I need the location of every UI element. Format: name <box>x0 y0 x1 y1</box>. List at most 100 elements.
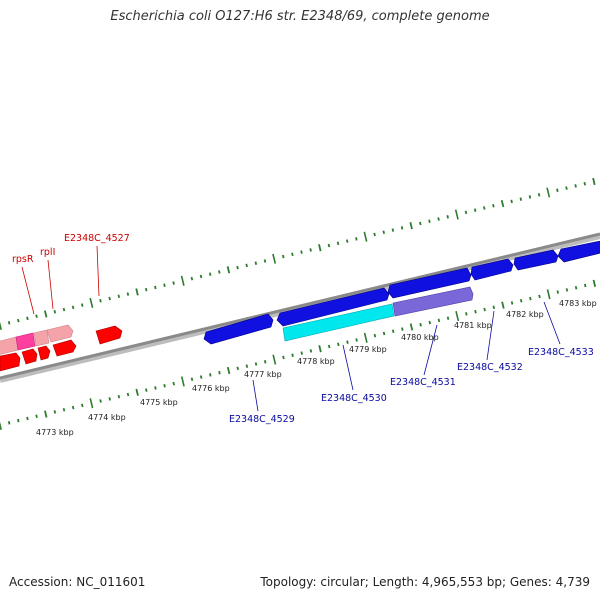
outer-tick <box>62 307 66 312</box>
gene-blue-2[interactable] <box>276 287 390 327</box>
outer-tick <box>26 316 29 321</box>
gene-blue-1[interactable] <box>203 313 274 345</box>
gene-cyan[interactable] <box>282 303 395 342</box>
label-E2348C_4531[interactable]: E2348C_4531 <box>390 377 456 388</box>
scale-label-4773: 4773 kbp <box>36 428 74 437</box>
scale-label-4774: 4774 kbp <box>88 413 126 422</box>
gene-red-1[interactable] <box>0 352 21 372</box>
inner-tick <box>337 342 340 347</box>
outer-tick <box>428 219 431 223</box>
inner-tick <box>282 355 285 360</box>
outer-tick <box>154 285 157 290</box>
outer-tick <box>226 266 231 274</box>
label-E2348C_4533[interactable]: E2348C_4533 <box>528 347 594 358</box>
outer-tick <box>373 232 376 237</box>
inner-tick <box>355 338 358 342</box>
inner-tick <box>99 399 102 403</box>
gene-red-4[interactable] <box>52 339 77 357</box>
inner-tick <box>0 421 2 431</box>
outer-tick <box>355 237 358 241</box>
outer-tick <box>382 230 386 235</box>
blue-gene-cluster[interactable] <box>203 240 600 345</box>
leader-E2348C_4533 <box>543 301 561 345</box>
leader-E2348C_4527 <box>96 245 100 297</box>
inner-tick <box>226 366 231 375</box>
outer-tick <box>7 321 11 325</box>
gene-blue-5[interactable] <box>513 249 559 271</box>
outer-tick <box>35 314 38 318</box>
outer-tick <box>409 222 413 230</box>
gene-E2348C_4527[interactable] <box>95 325 123 345</box>
blue-gene-labels: E2348C_4529 E2348C_4530 E2348C_4531 E234… <box>229 301 594 425</box>
inner-tick <box>583 283 587 288</box>
inner-tick <box>263 360 267 364</box>
outer-tick <box>464 210 468 215</box>
label-E2348C_4532[interactable]: E2348C_4532 <box>457 362 523 373</box>
map-title: Escherichia coli O127:H6 str. E2348/69, … <box>110 9 490 24</box>
outer-tick <box>318 244 322 252</box>
inner-tick <box>483 307 486 312</box>
inner-tick <box>81 403 84 408</box>
label-E2348C_4527[interactable]: E2348C_4527 <box>64 233 130 244</box>
outer-tick <box>208 272 212 276</box>
inner-tick <box>574 285 578 290</box>
scale-label-4775: 4775 kbp <box>140 398 178 407</box>
gene-rpsR[interactable] <box>15 332 36 351</box>
outer-tick <box>483 206 486 210</box>
outer-tick <box>391 228 395 232</box>
label-E2348C_4529[interactable]: E2348C_4529 <box>229 414 295 425</box>
gene-blue-6[interactable] <box>557 240 600 263</box>
gene-red-3[interactable] <box>37 345 51 361</box>
outer-tick <box>400 226 404 230</box>
outer-tick <box>272 253 277 264</box>
inner-tick <box>419 322 422 327</box>
inner-tick <box>327 344 331 349</box>
inner-tick <box>529 296 532 301</box>
inner-tick <box>382 331 386 336</box>
outer-tick <box>291 252 294 257</box>
gene-red-2[interactable] <box>21 348 38 365</box>
outer-tick <box>528 195 532 199</box>
outer-tick <box>546 187 551 198</box>
outer-tick <box>71 305 75 310</box>
outer-tick <box>43 310 48 318</box>
gene-pink-1[interactable] <box>0 336 19 355</box>
outer-tick <box>126 292 130 296</box>
outer-tick <box>363 231 368 242</box>
inner-tick <box>592 279 597 287</box>
scale-labels: 4773 kbp 4774 kbp 4775 kbp 4776 kbp 4777 kbp… <box>36 299 597 437</box>
left-gene-cluster[interactable] <box>0 324 123 372</box>
inner-tick <box>546 289 551 300</box>
gene-lavender[interactable] <box>392 286 474 317</box>
gene-rplI[interactable] <box>33 329 50 347</box>
outer-tick <box>510 199 513 204</box>
inner-tick <box>300 351 303 355</box>
outer-tick <box>180 275 185 286</box>
inner-tick <box>117 394 121 399</box>
outer-tick <box>345 239 349 243</box>
gene-blue-3[interactable] <box>387 267 472 299</box>
inner-tick <box>209 373 212 377</box>
outer-tick <box>519 197 523 201</box>
backbone-line <box>0 232 600 380</box>
outer-tick <box>537 192 541 197</box>
inner-tick <box>291 353 294 358</box>
outer-tick <box>300 250 303 254</box>
inner-tick <box>35 414 38 419</box>
gene-rplI-2[interactable] <box>46 324 74 343</box>
label-rplI[interactable]: rplI <box>40 247 55 258</box>
outer-tick <box>199 274 203 279</box>
genome-summary-text: Topology: circular; Length: 4,965,553 bp… <box>260 575 590 589</box>
outer-tick <box>446 215 449 219</box>
label-E2348C_4530[interactable]: E2348C_4530 <box>321 393 387 404</box>
gene-blue-4[interactable] <box>470 258 514 281</box>
outer-tick <box>117 294 121 299</box>
outer-tick <box>163 283 166 288</box>
inner-tick <box>89 398 94 409</box>
scale-label-4782: 4782 kbp <box>506 310 544 319</box>
inner-tick <box>446 316 450 320</box>
label-rpsR[interactable]: rpsR <box>12 254 34 265</box>
leader-rplI <box>47 259 54 310</box>
red-gene-labels: rpsR rplI E2348C_4527 <box>12 233 130 315</box>
